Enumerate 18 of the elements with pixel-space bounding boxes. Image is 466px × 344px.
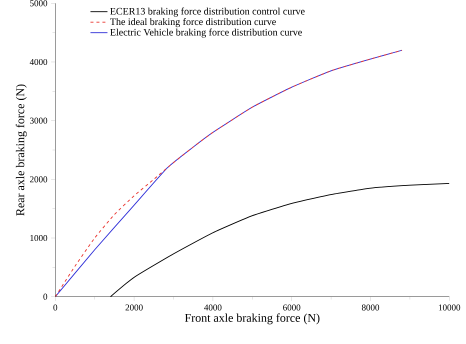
y-tick-label: 5000	[30, 0, 48, 6]
y-tick-label: 4000	[30, 58, 48, 66]
y-tick-label: 1000	[30, 234, 48, 242]
x-axis-title: Front axle braking force (N)	[184, 313, 320, 324]
x-tick-label: 10000	[438, 304, 460, 311]
y-axis-title: Rear axle braking force (N)	[16, 84, 27, 216]
x-tick-label: 8000	[362, 304, 380, 311]
y-tick-label: 3000	[30, 118, 48, 124]
y-tick-label: 2000	[30, 176, 48, 182]
line-series	[55, 50, 402, 297]
x-tick-label: 6000	[283, 304, 300, 311]
legend-label: Electric Vehicle braking force distribution curve	[110, 28, 302, 38]
x-tick-label: 0	[53, 304, 58, 311]
x-tick-label: 4000	[204, 304, 222, 311]
y-tick-label: 0	[43, 294, 48, 300]
legend-label: ECER13 braking force distribution control curve	[110, 7, 305, 17]
x-tick-label: 2000	[126, 304, 143, 311]
legend-label: The ideal braking force distribution curve	[110, 18, 276, 28]
